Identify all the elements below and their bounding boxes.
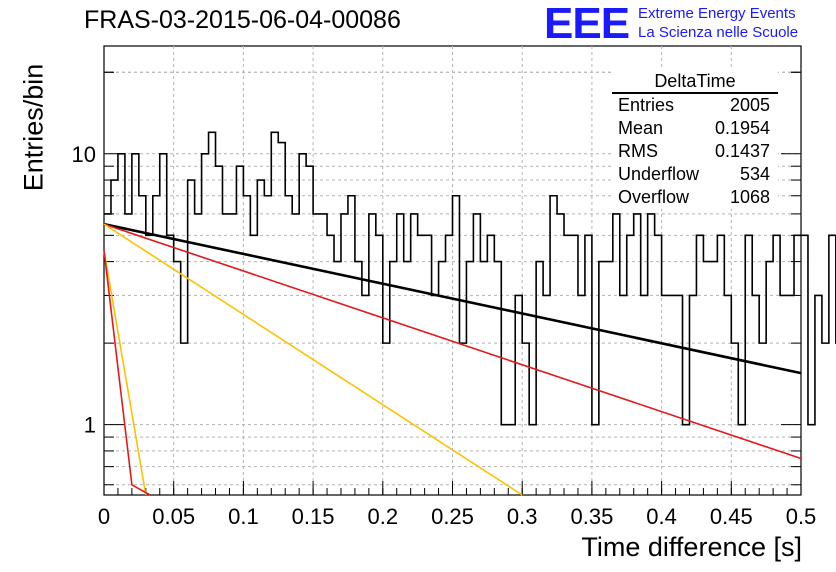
x-tick-label: 0.25 (431, 504, 474, 529)
stats-label: RMS (618, 141, 658, 161)
fit-line (103, 223, 523, 496)
logo-line-2: La Scienza nelle Scuole (638, 24, 799, 41)
stats-row: Underflow 534 (612, 163, 778, 186)
stats-row: Entries 2005 (612, 94, 778, 117)
axis-ticks (103, 71, 802, 495)
fit-line (103, 250, 147, 496)
x-tick-label: 0.45 (710, 504, 753, 529)
stats-label: Underflow (618, 164, 700, 184)
stats-value: 2005 (729, 95, 770, 115)
stats-value: 0.1954 (714, 118, 770, 138)
x-tick-label: 0.2 (368, 504, 399, 529)
stats-value: 0.1437 (714, 141, 770, 161)
fit-line (103, 222, 802, 375)
x-tick-labels: 0 0.05 0.1 0.15 0.2 0.25 0.3 0.35 0.4 0.45 0.5 (98, 504, 816, 529)
x-tick-label: 0.15 (292, 504, 335, 529)
stats-title: DeltaTime (612, 70, 778, 94)
stats-box: DeltaTime Entries 2005 Mean 0.1954 RMS 0… (612, 70, 778, 209)
logo-line-1: Extreme Energy Events (638, 5, 796, 22)
x-tick-label: 0.4 (646, 504, 677, 529)
fit-lines (103, 222, 802, 496)
stats-row: Overflow 1068 (612, 186, 778, 209)
stats-value: 534 (739, 164, 770, 184)
stats-label: Overflow (618, 187, 690, 207)
stats-label: Entries (618, 95, 675, 115)
histogram-outline (104, 131, 836, 426)
y-tick-label: 1 (84, 413, 96, 438)
y-tick-label: 10 (72, 142, 96, 167)
x-tick-label: 0 (98, 504, 110, 529)
x-tick-label: 0.05 (152, 504, 195, 529)
run-title: FRAS-03-2015-06-04-00086 (84, 6, 401, 34)
x-tick-label: 0.1 (228, 504, 259, 529)
x-tick-label: 0.35 (570, 504, 613, 529)
stats-label: Mean (618, 118, 664, 138)
x-tick-label: 0.5 (786, 504, 817, 529)
stats-row: RMS 0.1437 (612, 140, 778, 163)
stats-row: Mean 0.1954 (612, 117, 778, 140)
fit-line (103, 223, 802, 460)
eee-logo: EEE (544, 0, 630, 48)
histogram (104, 131, 836, 426)
x-tick-label: 0.3 (507, 504, 538, 529)
fit-line (103, 250, 151, 496)
y-tick-labels: 1 10 (72, 142, 96, 438)
y-axis-label: Entries/bin (18, 63, 49, 192)
x-axis-label: Time difference [s] (581, 532, 802, 562)
stats-value: 1068 (729, 187, 770, 207)
